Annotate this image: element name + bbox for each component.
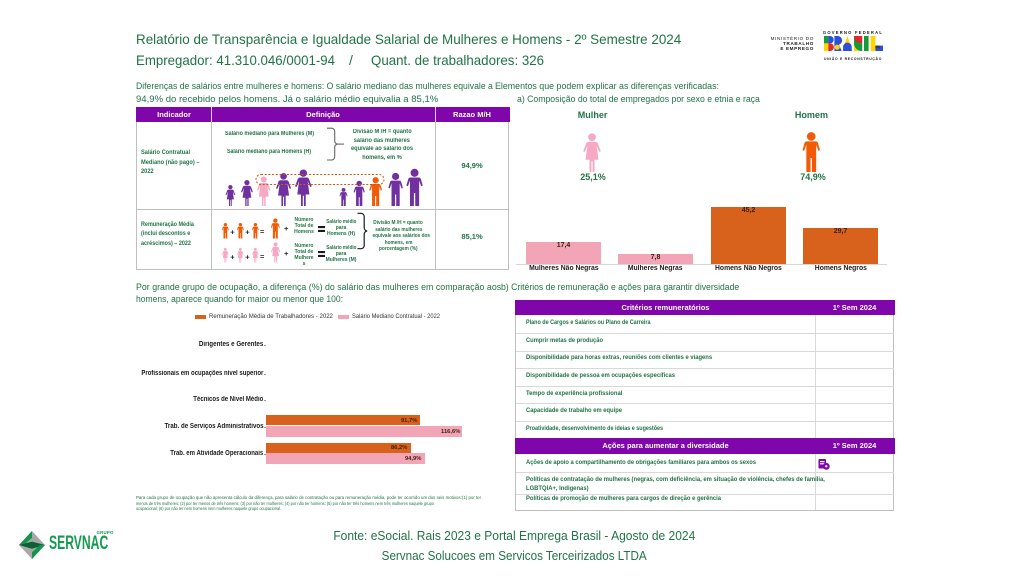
svg-text:=: = <box>260 252 265 261</box>
svg-text:+: + <box>230 227 235 236</box>
svg-text:=: = <box>260 227 265 236</box>
svg-text:+: + <box>230 252 235 261</box>
svg-text:+: + <box>245 227 250 236</box>
svg-text:+: + <box>245 252 250 261</box>
